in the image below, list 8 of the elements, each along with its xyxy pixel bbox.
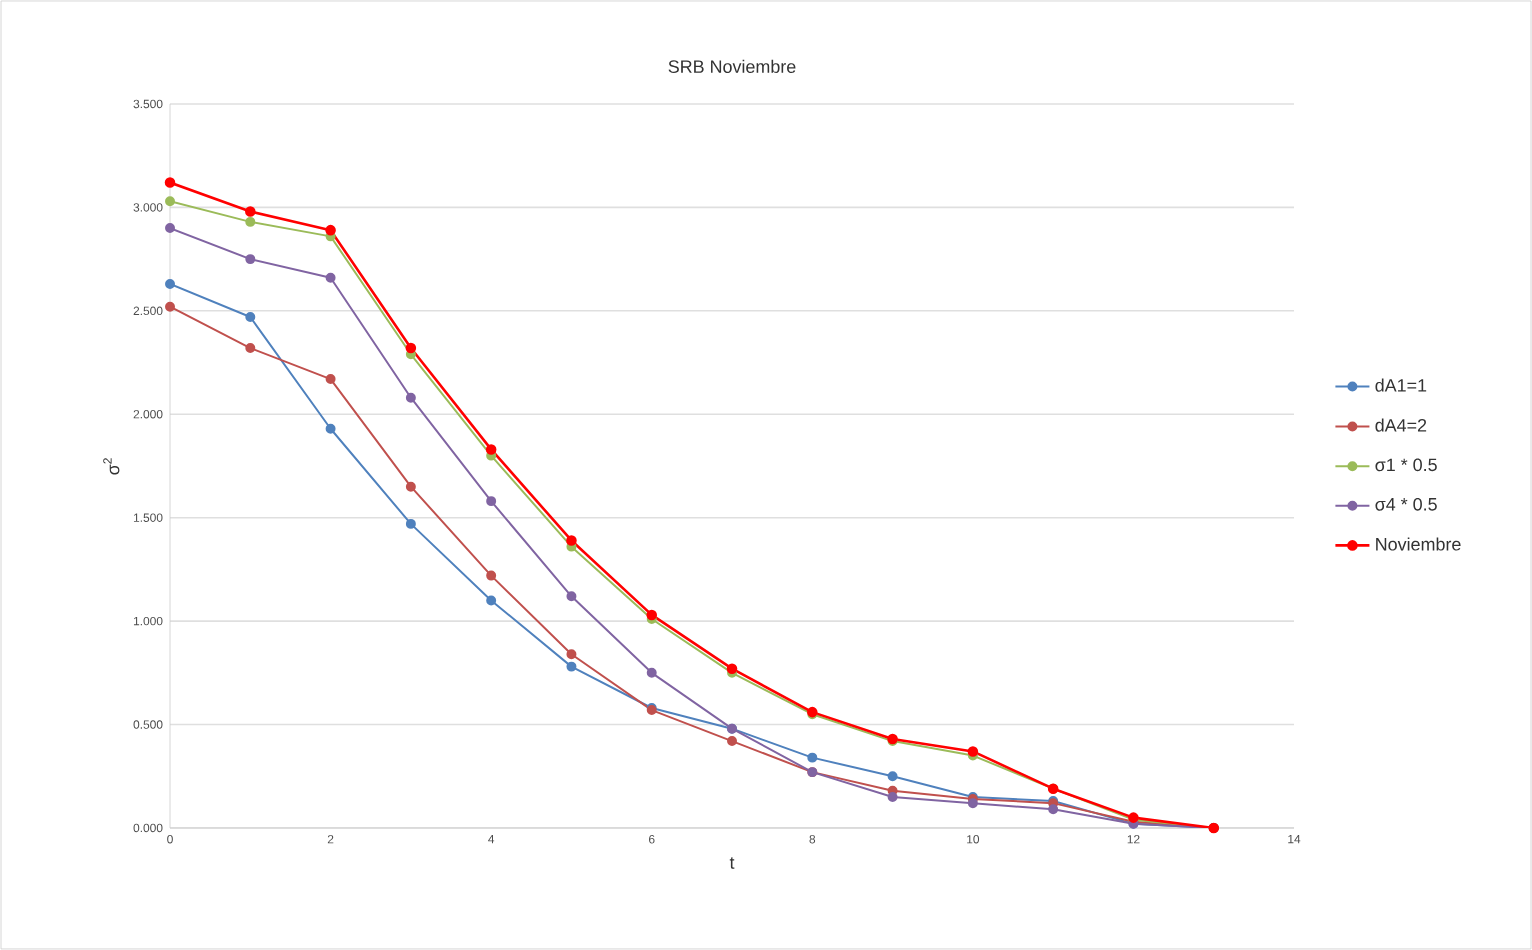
legend-label: Noviembre [1376,537,1461,551]
legend-label: σ1 * 0.5 [1375,458,1437,472]
chart-title: SRB Noviembre [668,59,796,73]
legend-label: dA1=1 [1375,378,1427,392]
y-axis-title: σ$^{2}$ [103,458,120,475]
x-axis-title: t [729,857,735,869]
legend-label: dA4=2 [1375,418,1427,432]
legend-label: σ4 * 0.5 [1375,497,1437,511]
